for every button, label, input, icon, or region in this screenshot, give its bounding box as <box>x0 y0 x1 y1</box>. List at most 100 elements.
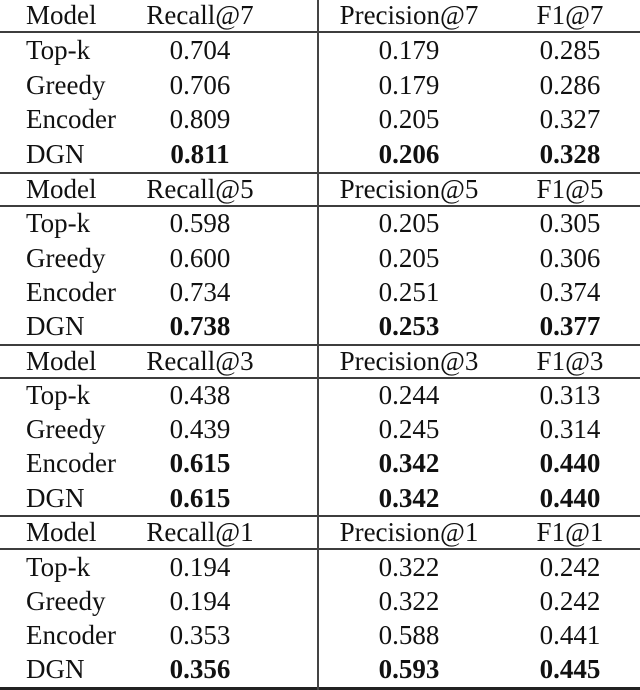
table-row: Encoder 0.353 0.588 0.441 <box>0 619 640 653</box>
table-section-at5: Model Recall@5 Precision@5 F1@5 Top-k 0.… <box>0 171 640 344</box>
value-cell: 0.445 <box>539 654 601 685</box>
value-cell: 0.706 <box>169 69 231 100</box>
table-row: Greedy 0.194 0.322 0.242 <box>0 584 640 618</box>
table-section-at1: Model Recall@1 Precision@1 F1@1 Top-k 0.… <box>0 515 640 687</box>
table-row: Top-k 0.438 0.244 0.313 <box>0 379 640 413</box>
value-cell: 0.439 <box>169 414 231 445</box>
value-cell: 0.441 <box>539 620 601 651</box>
table-row: Encoder 0.809 0.205 0.327 <box>0 102 640 137</box>
table-header-row: Model Recall@3 Precision@3 F1@3 <box>0 346 640 379</box>
header-cell-precision: Precision@7 <box>339 0 479 30</box>
table-row: Greedy 0.706 0.179 0.286 <box>0 68 640 103</box>
value-cell: 0.327 <box>539 104 601 135</box>
value-cell: 0.242 <box>539 551 601 582</box>
model-cell: Top-k <box>26 208 91 239</box>
value-cell: 0.322 <box>378 551 440 582</box>
table-row: Greedy 0.600 0.205 0.306 <box>0 241 640 275</box>
table-row: Encoder 0.615 0.342 0.440 <box>0 447 640 481</box>
header-cell-model: Model <box>26 517 97 548</box>
header-cell-precision: Precision@3 <box>339 345 479 376</box>
value-cell: 0.285 <box>539 34 601 65</box>
value-cell: 0.306 <box>539 242 601 273</box>
value-cell: 0.251 <box>378 276 440 307</box>
value-cell: 0.206 <box>378 138 440 169</box>
value-cell: 0.253 <box>378 310 440 341</box>
value-cell: 0.811 <box>170 138 230 169</box>
value-cell: 0.440 <box>539 448 601 479</box>
model-cell: Top-k <box>26 551 91 582</box>
value-cell: 0.615 <box>169 448 231 479</box>
table-section-at3: Model Recall@3 Precision@3 F1@3 Top-k 0.… <box>0 343 640 516</box>
model-cell: DGN <box>26 310 85 341</box>
model-cell: Encoder <box>26 448 116 479</box>
model-cell: DGN <box>26 138 85 169</box>
value-cell: 0.179 <box>378 69 440 100</box>
value-cell: 0.205 <box>378 242 440 273</box>
model-cell: Encoder <box>26 620 116 651</box>
value-cell: 0.738 <box>169 310 231 341</box>
column-divider-line <box>317 0 319 690</box>
table-row: Top-k 0.194 0.322 0.242 <box>0 550 640 584</box>
table-row: Encoder 0.734 0.251 0.374 <box>0 275 640 309</box>
value-cell: 0.194 <box>169 551 231 582</box>
model-cell: DGN <box>26 654 85 685</box>
value-cell: 0.374 <box>539 276 601 307</box>
header-cell-precision: Precision@1 <box>339 517 479 548</box>
header-cell-recall: Recall@3 <box>146 345 254 376</box>
table-row: Top-k 0.598 0.205 0.305 <box>0 207 640 241</box>
table-header-row: Model Recall@1 Precision@1 F1@1 <box>0 517 640 551</box>
value-cell: 0.342 <box>378 482 440 513</box>
value-cell: 0.356 <box>169 654 231 685</box>
value-cell: 0.245 <box>378 414 440 445</box>
table-header-row: Model Recall@7 Precision@7 F1@7 <box>0 0 640 33</box>
header-cell-recall: Recall@5 <box>146 173 254 204</box>
header-cell-f1: F1@5 <box>536 173 604 204</box>
value-cell: 0.205 <box>378 104 440 135</box>
table-row: DGN 0.356 0.593 0.445 <box>0 653 640 687</box>
model-cell: DGN <box>26 482 85 513</box>
value-cell: 0.286 <box>539 69 601 100</box>
model-cell: Greedy <box>26 69 106 100</box>
header-cell-f1: F1@3 <box>536 345 604 376</box>
table-header-row: Model Recall@5 Precision@5 F1@5 <box>0 174 640 207</box>
model-cell: Encoder <box>26 104 116 135</box>
table-row: Greedy 0.439 0.245 0.314 <box>0 413 640 447</box>
header-cell-precision: Precision@5 <box>339 173 479 204</box>
header-cell-model: Model <box>26 173 97 204</box>
value-cell: 0.588 <box>378 620 440 651</box>
value-cell: 0.242 <box>539 586 601 617</box>
value-cell: 0.322 <box>378 586 440 617</box>
value-cell: 0.314 <box>539 414 601 445</box>
value-cell: 0.600 <box>169 242 231 273</box>
value-cell: 0.313 <box>539 380 601 411</box>
value-cell: 0.342 <box>378 448 440 479</box>
model-cell: Greedy <box>26 586 106 617</box>
model-cell: Top-k <box>26 34 91 65</box>
table-row: DGN 0.738 0.253 0.377 <box>0 309 640 343</box>
value-cell: 0.244 <box>378 380 440 411</box>
value-cell: 0.734 <box>169 276 231 307</box>
value-cell: 0.440 <box>539 482 601 513</box>
header-cell-f1: F1@1 <box>536 517 604 548</box>
table-row: DGN 0.615 0.342 0.440 <box>0 481 640 515</box>
model-cell: Greedy <box>26 414 106 445</box>
value-cell: 0.179 <box>378 34 440 65</box>
model-cell: Top-k <box>26 380 91 411</box>
value-cell: 0.353 <box>169 620 231 651</box>
table-section-at7: Model Recall@7 Precision@7 F1@7 Top-k 0.… <box>0 0 640 172</box>
value-cell: 0.438 <box>169 380 231 411</box>
value-cell: 0.598 <box>169 208 231 239</box>
table-row: Top-k 0.704 0.179 0.285 <box>0 33 640 68</box>
value-cell: 0.194 <box>169 586 231 617</box>
model-cell: Greedy <box>26 242 106 273</box>
value-cell: 0.205 <box>378 208 440 239</box>
header-cell-model: Model <box>26 0 97 30</box>
value-cell: 0.704 <box>169 34 231 65</box>
header-cell-f1: F1@7 <box>536 0 604 30</box>
value-cell: 0.328 <box>539 138 601 169</box>
value-cell: 0.377 <box>539 310 601 341</box>
header-cell-recall: Recall@1 <box>146 517 254 548</box>
value-cell: 0.615 <box>169 482 231 513</box>
value-cell: 0.305 <box>539 208 601 239</box>
